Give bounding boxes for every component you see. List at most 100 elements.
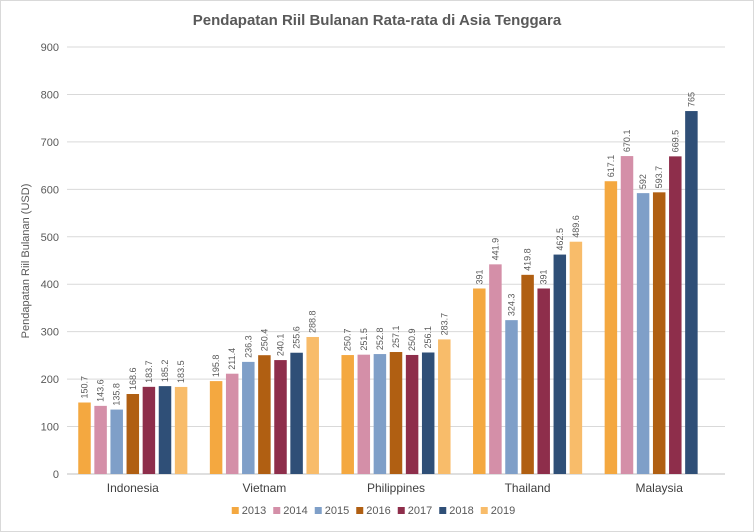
- legend-label: 2016: [366, 505, 390, 517]
- data-label: 391: [539, 269, 549, 284]
- data-label: 257.1: [391, 325, 401, 348]
- data-label: 283.7: [439, 313, 449, 336]
- data-label: 251.5: [359, 328, 369, 351]
- legend-swatch: [356, 507, 364, 514]
- bar: [652, 192, 666, 474]
- legend-label: 2017: [408, 505, 432, 517]
- data-label: 250.7: [343, 329, 353, 352]
- bar: [505, 320, 518, 474]
- data-label: 489.6: [571, 215, 581, 238]
- data-label: 255.6: [292, 326, 302, 349]
- bar: [620, 156, 634, 475]
- bar: [373, 354, 387, 474]
- data-label: 250.4: [259, 329, 269, 352]
- y-tick-label: 200: [41, 374, 59, 386]
- legend-swatch: [273, 507, 281, 514]
- data-label: 288.8: [308, 310, 318, 333]
- y-tick-label: 0: [53, 469, 59, 481]
- data-label: 240.1: [276, 334, 286, 357]
- legend-label: 2014: [283, 505, 307, 517]
- bar: [421, 352, 435, 474]
- bar: [521, 274, 534, 474]
- legend-swatch: [314, 507, 322, 514]
- data-label: 670.1: [622, 130, 632, 153]
- data-label: 256.1: [423, 326, 433, 349]
- y-tick-label: 100: [41, 422, 59, 434]
- bar: [225, 373, 239, 474]
- bar: [306, 336, 319, 474]
- bar: [357, 354, 371, 474]
- data-label: 250.9: [407, 328, 417, 351]
- legend-label: 2015: [325, 505, 349, 517]
- data-label: 183.7: [144, 360, 154, 383]
- data-label: 669.5: [670, 130, 680, 153]
- bar: [290, 352, 303, 474]
- data-label: 324.3: [507, 294, 517, 317]
- legend-swatch: [480, 507, 488, 514]
- data-label: 462.5: [555, 228, 565, 251]
- y-tick-label: 700: [41, 137, 59, 149]
- data-label: 185.2: [160, 360, 170, 383]
- bar: [78, 402, 91, 474]
- y-tick-label: 900: [41, 42, 59, 54]
- bar: [553, 254, 567, 474]
- y-tick-label: 800: [41, 89, 59, 101]
- bar: [94, 405, 107, 474]
- bar: [274, 360, 287, 474]
- bar: [174, 386, 188, 474]
- bar: [669, 156, 682, 475]
- bars: [78, 111, 698, 475]
- data-label: 391: [474, 269, 484, 284]
- bar: [258, 355, 271, 474]
- data-label: 617.1: [606, 155, 616, 178]
- bar: [158, 386, 172, 474]
- y-tick-label: 400: [41, 279, 59, 291]
- legend-label: 2018: [449, 505, 473, 517]
- data-label: 183.5: [176, 360, 186, 383]
- category-label: Thailand: [505, 481, 551, 495]
- bar: [242, 361, 255, 474]
- category-labels: Indonesia Vietnam Philippines Thailand Malay…: [107, 481, 683, 495]
- bar: [405, 354, 419, 474]
- bar: [636, 193, 650, 474]
- bar: [389, 352, 403, 474]
- data-label: 143.6: [96, 379, 106, 402]
- data-label: 252.8: [375, 328, 385, 351]
- legend-swatch: [397, 507, 405, 514]
- y-tick-label: 300: [41, 327, 59, 339]
- y-tick-label: 600: [41, 184, 59, 196]
- bar: [569, 241, 583, 474]
- data-label: 236.3: [243, 335, 253, 358]
- bar: [685, 111, 698, 475]
- y-axis-label: Pendapatan Riil Bulanan (USD): [20, 184, 32, 339]
- legend-label: 2019: [491, 505, 515, 517]
- category-label: Malaysia: [636, 481, 684, 495]
- y-axis-ticks: 0 100 200 300 400 500 600 700 800 900: [41, 42, 59, 481]
- bar: [473, 288, 486, 474]
- data-label: 441.9: [490, 238, 500, 261]
- data-label: 150.7: [80, 376, 90, 399]
- category-label: Vietnam: [242, 481, 286, 495]
- bar: [126, 394, 140, 474]
- bar: [142, 386, 156, 474]
- data-label: 593.7: [654, 166, 664, 189]
- data-labels: 150.7 143.6 135.8 168.6 183.7 185.2 183.5 195.8…: [80, 92, 697, 406]
- data-label: 211.4: [227, 348, 237, 370]
- chart-title: Pendapatan Riil Bulanan Rata-rata di Asi…: [193, 12, 562, 29]
- data-label: 195.8: [211, 355, 221, 378]
- bar: [489, 264, 502, 474]
- data-label: 419.8: [523, 248, 533, 271]
- category-label: Indonesia: [107, 481, 159, 495]
- legend-label: 2013: [242, 505, 266, 517]
- data-label: 592: [638, 174, 648, 189]
- bar: [604, 181, 618, 474]
- legend: 2013 2014 2015 2016 2017 2018 2019: [231, 505, 515, 517]
- bar: [209, 381, 223, 474]
- data-label: 135.8: [112, 383, 122, 406]
- bar: [438, 339, 451, 474]
- legend-swatch: [439, 507, 447, 514]
- category-label: Philippines: [367, 481, 425, 495]
- bar: [537, 288, 550, 474]
